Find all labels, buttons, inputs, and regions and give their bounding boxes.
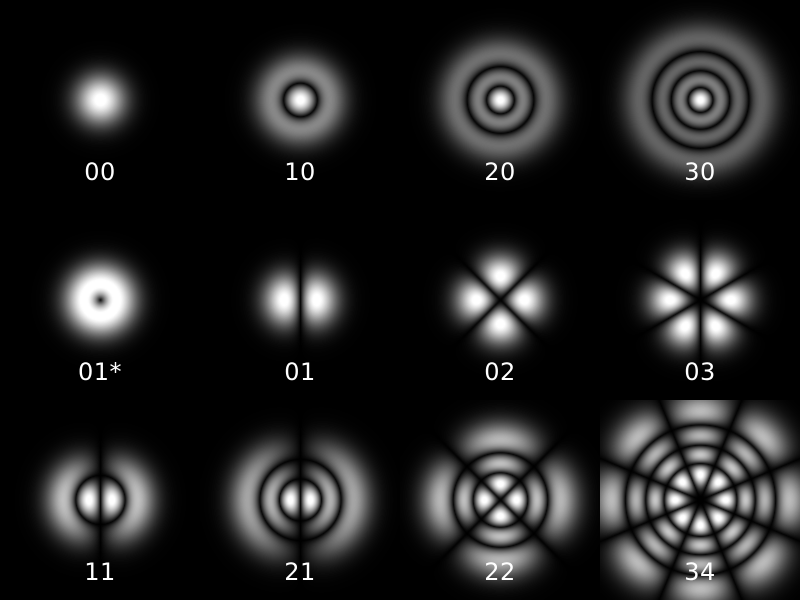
mode-label: 11 [0,556,200,588]
mode-label: 01 [200,356,400,388]
mode-cell: 00 [0,0,200,200]
mode-label: 21 [200,556,400,588]
mode-cell: 21 [200,400,400,600]
mode-cell: 20 [400,0,600,200]
mode-cell: 34 [600,400,800,600]
mode-cell: 01 [200,200,400,400]
mode-label: 03 [600,356,800,388]
mode-cell: 02 [400,200,600,400]
mode-cell: 30 [600,0,800,200]
mode-label: 00 [0,156,200,188]
mode-cell: 10 [200,0,400,200]
mode-label: 10 [200,156,400,188]
mode-cell: 01* [0,200,200,400]
mode-label: 34 [600,556,800,588]
mode-cell: 11 [0,400,200,600]
mode-label: 30 [600,156,800,188]
mode-cell: 22 [400,400,600,600]
mode-label: 20 [400,156,600,188]
mode-label: 22 [400,556,600,588]
mode-cell: 03 [600,200,800,400]
mode-label: 02 [400,356,600,388]
mode-label: 01* [0,356,200,388]
